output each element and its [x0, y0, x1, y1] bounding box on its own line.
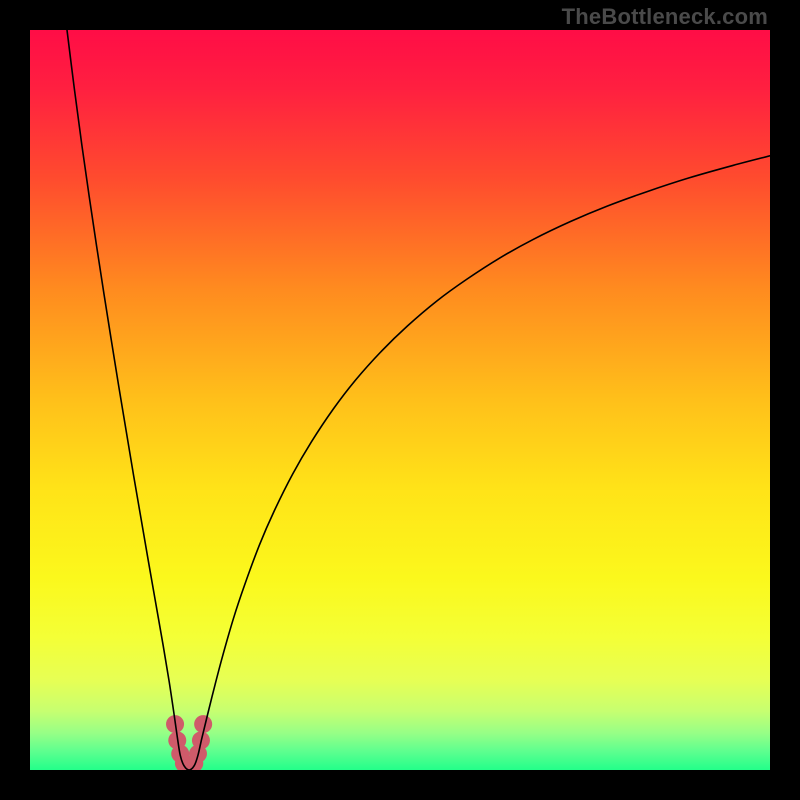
chart-background: [30, 30, 770, 770]
chart-frame: TheBottleneck.com: [0, 0, 800, 800]
watermark-text: TheBottleneck.com: [562, 4, 768, 30]
plot-area: [30, 30, 770, 770]
bottleneck-curve-chart: [30, 30, 770, 770]
